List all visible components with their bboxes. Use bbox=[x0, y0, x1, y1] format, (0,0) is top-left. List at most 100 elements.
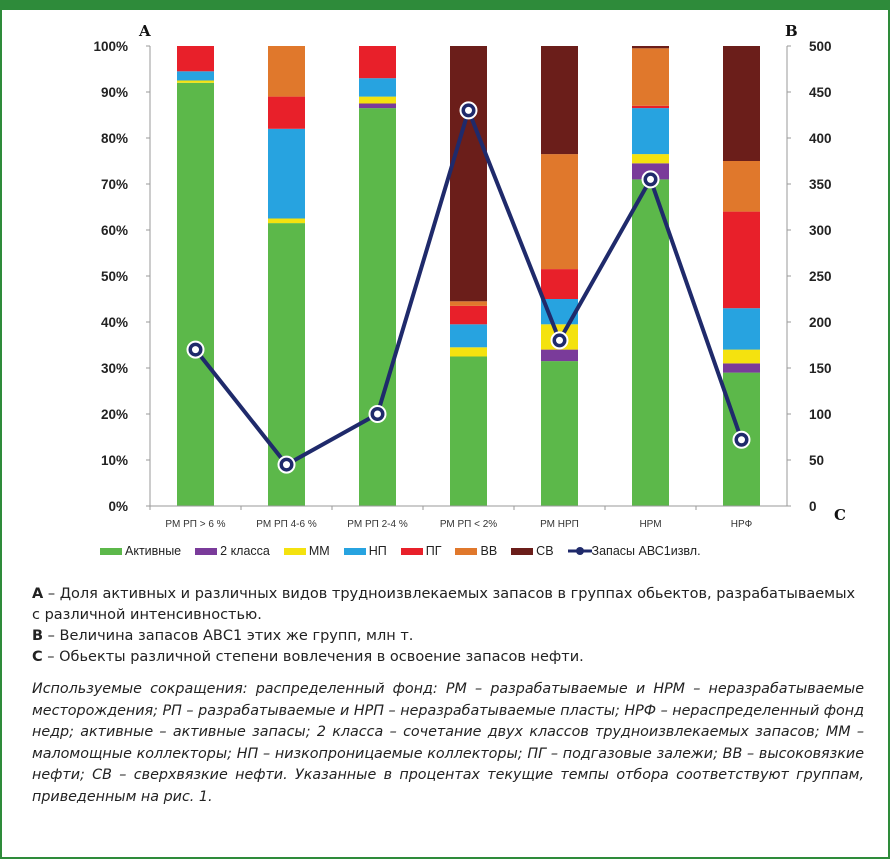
x-tick-label: НРМ bbox=[639, 519, 661, 530]
right-tick-label: 200 bbox=[809, 315, 832, 330]
bar-segment bbox=[359, 46, 396, 79]
bar-segment bbox=[723, 308, 760, 350]
reserves-point-center bbox=[374, 410, 381, 418]
legend-label: Активные bbox=[125, 544, 182, 558]
left-tick-label: 70% bbox=[101, 177, 128, 192]
reserves-point-center bbox=[465, 106, 472, 114]
bar-segment bbox=[450, 305, 487, 325]
legend-label: НП bbox=[368, 544, 387, 558]
legend-swatch bbox=[455, 547, 478, 555]
reserves-point-center bbox=[738, 436, 745, 444]
left-tick-label: 10% bbox=[101, 453, 128, 468]
bar-segment bbox=[541, 349, 578, 362]
right-tick-label: 300 bbox=[809, 223, 832, 238]
legend-item: ММ bbox=[283, 544, 330, 558]
caption-a: A – Доля активных и различных видов труд… bbox=[32, 586, 856, 623]
bar-segment bbox=[268, 46, 305, 97]
bar-segment bbox=[359, 78, 396, 97]
abbreviations-note: Используемые сокращения: распределенный … bbox=[32, 681, 864, 805]
legend-line-swatch bbox=[567, 547, 592, 555]
right-tick-label: 500 bbox=[809, 39, 832, 54]
legend-label: СВ bbox=[536, 544, 554, 558]
right-tick-label: 250 bbox=[809, 269, 832, 284]
figure-caption: A – Доля активных и различных видов труд… bbox=[32, 584, 862, 668]
left-tick-label: 80% bbox=[101, 131, 128, 146]
left-tick-label: 0% bbox=[108, 499, 128, 514]
legend-swatch bbox=[400, 547, 423, 555]
bar-segment bbox=[723, 363, 760, 373]
reserves-point-center bbox=[192, 346, 199, 354]
x-tick-label: РМ РП 2-4 % bbox=[347, 519, 408, 530]
bar-segment bbox=[359, 103, 396, 109]
bar-segment bbox=[450, 356, 487, 506]
bar-segment bbox=[450, 46, 487, 302]
legend-label: ВВ bbox=[480, 544, 498, 558]
bar-segment bbox=[177, 80, 214, 83]
legend-swatch bbox=[100, 547, 122, 555]
left-tick-label: 90% bbox=[101, 85, 128, 100]
bar-segment bbox=[177, 82, 214, 507]
x-tick-label: РМ НРП bbox=[540, 519, 579, 530]
legend-label: ММ bbox=[308, 544, 330, 558]
legend-item: НП bbox=[343, 544, 387, 558]
legend-label: Запасы АВС1извл. bbox=[591, 544, 701, 558]
caption-c: C – Обьекты различной степени вовлечения… bbox=[32, 649, 584, 665]
bar-segment bbox=[632, 48, 669, 106]
legend-swatch bbox=[511, 547, 534, 555]
bar-segment bbox=[177, 46, 214, 72]
bar-segment bbox=[268, 218, 305, 224]
bar-segment bbox=[450, 301, 487, 306]
right-tick-label: 450 bbox=[809, 85, 832, 100]
bar-segment bbox=[359, 96, 396, 104]
bar-segment bbox=[450, 347, 487, 357]
legend-item: Активные bbox=[100, 544, 181, 558]
bar-segment bbox=[268, 96, 305, 129]
bar-segment bbox=[723, 161, 760, 212]
right-axis-marker: B bbox=[785, 22, 798, 40]
legend-item: ПГ bbox=[400, 544, 442, 558]
reserves-point-center bbox=[647, 175, 654, 183]
x-tick-label: РМ РП > 6 % bbox=[165, 519, 225, 530]
bar-segment bbox=[632, 154, 669, 164]
bar-segment bbox=[632, 108, 669, 155]
bar-segment bbox=[541, 46, 578, 155]
bar-segment bbox=[541, 154, 578, 270]
right-tick-label: 50 bbox=[809, 453, 824, 468]
top-bar bbox=[2, 2, 888, 10]
bar-segment bbox=[723, 349, 760, 364]
bar-segment bbox=[268, 128, 305, 219]
left-tick-label: 20% bbox=[101, 407, 128, 422]
chart-legend: Активные 2 класса ММ НП ПГ ВВ СВ Запасы АВС1изв… bbox=[100, 539, 715, 563]
left-tick-label: 30% bbox=[101, 361, 128, 376]
bar-segment bbox=[723, 46, 760, 161]
right-tick-label: 0 bbox=[809, 499, 817, 514]
bar-segment bbox=[632, 179, 669, 506]
bar-segment bbox=[450, 324, 487, 348]
x-tick-label: РМ РП 4-6 % bbox=[256, 519, 317, 530]
left-tick-label: 40% bbox=[101, 315, 128, 330]
right-tick-label: 400 bbox=[809, 131, 832, 146]
legend-swatch bbox=[343, 547, 366, 555]
legend-item: 2 класса bbox=[195, 544, 270, 558]
right-tick-label: 150 bbox=[809, 361, 832, 376]
legend-label: ПГ bbox=[425, 544, 442, 558]
right-tick-label: 350 bbox=[809, 177, 832, 192]
bar-segment bbox=[541, 361, 578, 506]
bar-segment bbox=[632, 105, 669, 109]
legend-swatch bbox=[195, 547, 218, 555]
right-tick-label: 100 bbox=[809, 407, 832, 422]
reserves-point-center bbox=[283, 461, 290, 469]
legend-item: ВВ bbox=[455, 544, 497, 558]
caption-b: B – Величина запасов АВС1 этих же групп,… bbox=[32, 628, 414, 644]
bar-segment bbox=[359, 108, 396, 506]
bar-segment bbox=[723, 211, 760, 309]
stacked-bar-chart: 0% 10% 20% 30% 40% 50% 60% 70% 80% 90% 100% 0 50 100 1… bbox=[93, 22, 846, 530]
left-tick-label: 60% bbox=[101, 223, 128, 238]
bar-segment bbox=[632, 46, 669, 49]
left-axis-marker: A bbox=[138, 22, 151, 40]
x-tick-label: РМ РП < 2% bbox=[440, 519, 497, 530]
reserves-point-center bbox=[556, 336, 563, 344]
left-tick-label: 100% bbox=[93, 39, 128, 54]
bar-segment bbox=[541, 269, 578, 299]
